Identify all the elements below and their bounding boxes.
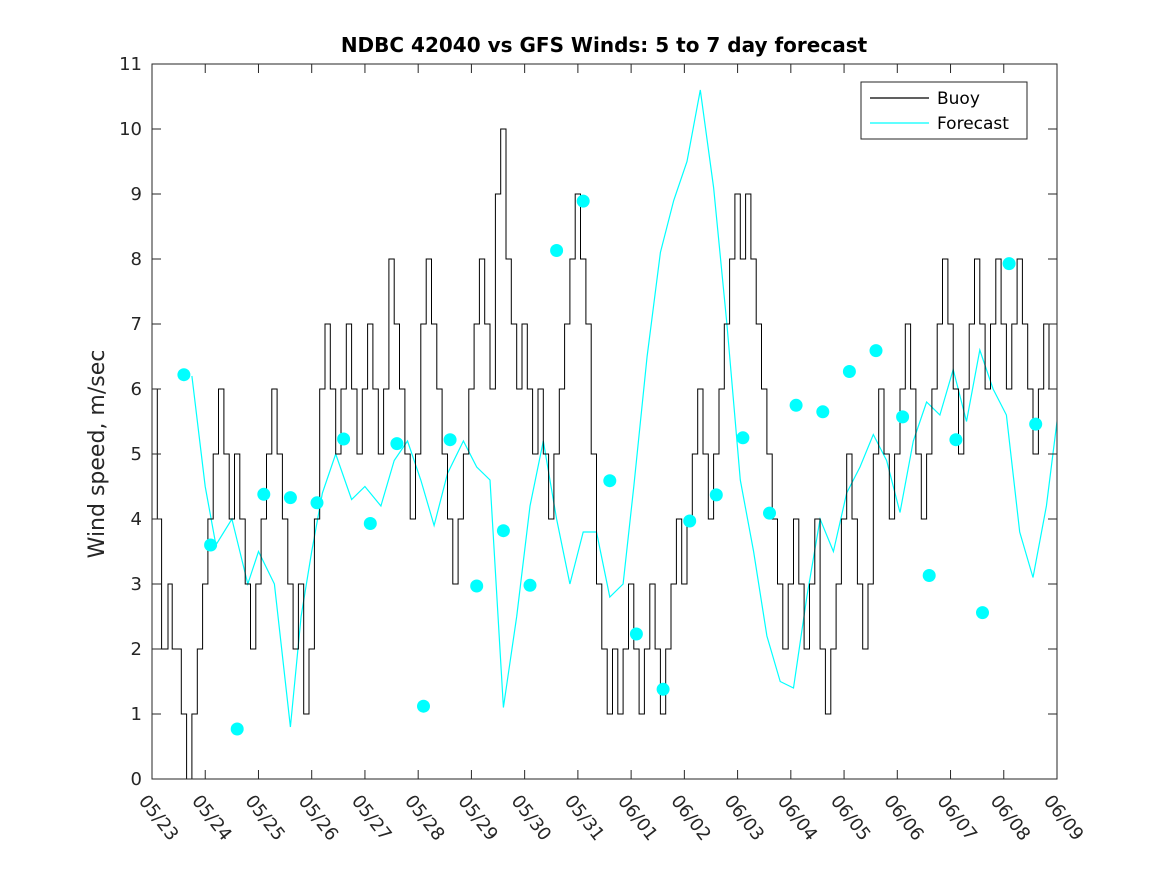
- forecast-marker-25: [842, 365, 856, 378]
- forecast-marker-9: [417, 699, 430, 713]
- forecast-marker-16: [603, 474, 617, 488]
- forecast-marker-26: [869, 344, 883, 358]
- forecast-marker-2: [230, 722, 244, 736]
- forecast-marker-5: [310, 496, 324, 510]
- y-tick-label-8: 8: [131, 249, 142, 270]
- forecast-marker-13: [523, 578, 537, 592]
- y-tick-label-6: 6: [131, 379, 142, 400]
- forecast-marker-23: [789, 398, 803, 412]
- legend-box: [860, 81, 1028, 140]
- plot-frame: [151, 63, 1058, 780]
- y-tick-label-2: 2: [131, 639, 142, 660]
- plot-area: [152, 89, 1057, 779]
- forecast-marker-31: [1002, 257, 1016, 271]
- y-tick-label-9: 9: [131, 184, 142, 205]
- forecast-marker-30: [976, 606, 989, 620]
- forecast-marker-6: [337, 432, 351, 446]
- forecast-marker-4: [283, 491, 297, 505]
- forecast-marker-8: [390, 437, 404, 451]
- forecast-marker-3: [257, 487, 271, 501]
- y-tick-label-1: 1: [131, 704, 142, 725]
- y-tick-label-11: 11: [119, 54, 142, 75]
- forecast-marker-20: [709, 488, 723, 502]
- forecast-marker-21: [736, 431, 750, 445]
- forecast-marker-1: [204, 538, 218, 552]
- forecast-marker-12: [496, 524, 510, 538]
- forecast-marker-15: [576, 194, 590, 208]
- y-tick-label-4: 4: [131, 509, 142, 530]
- forecast-marker-24: [816, 405, 830, 419]
- forecast-marker-10: [443, 433, 457, 447]
- forecast-marker-32: [1029, 417, 1043, 431]
- legend-label-0: Buoy: [937, 89, 980, 109]
- y-tick-label-10: 10: [119, 119, 142, 140]
- forecast-marker-22: [763, 506, 776, 520]
- forecast-marker-14: [550, 244, 564, 257]
- y-tick-label-0: 0: [131, 769, 142, 790]
- buoy-series-line: [152, 128, 1057, 779]
- y-tick-label-5: 5: [131, 444, 142, 465]
- forecast-marker-17: [629, 627, 643, 641]
- y-axis-label: Wind speed, m/sec: [85, 350, 110, 559]
- y-tick-label-3: 3: [131, 574, 142, 595]
- forecast-marker-19: [683, 514, 697, 528]
- forecast-marker-28: [922, 569, 936, 582]
- forecast-marker-29: [949, 433, 963, 447]
- legend-label-1: Forecast: [937, 114, 1009, 134]
- forecast-marker-18: [656, 682, 670, 696]
- forecast-marker-0: [177, 368, 191, 382]
- forecast-marker-27: [896, 410, 910, 424]
- forecast-marker-11: [470, 579, 484, 593]
- legend: Buoy Forecast: [860, 81, 1028, 140]
- forecast-marker-7: [363, 517, 377, 530]
- y-tick-label-7: 7: [131, 314, 142, 335]
- chart-title: NDBC 42040 vs GFS Winds: 5 to 7 day fore…: [341, 33, 868, 57]
